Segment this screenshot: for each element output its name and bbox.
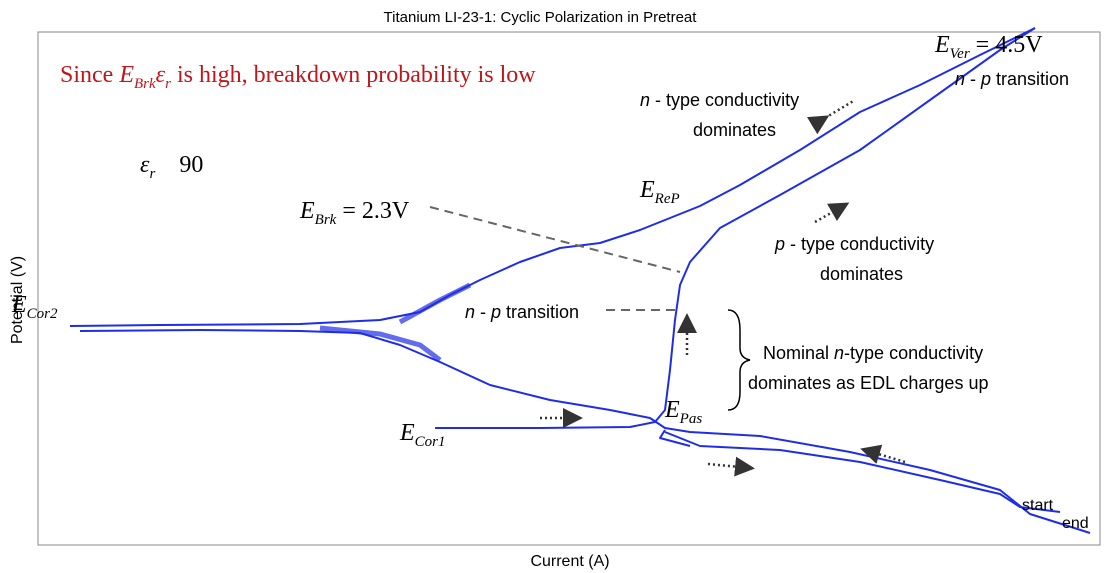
annotation: Since EBrkεr is high, breakdown probabil… <box>60 62 536 92</box>
text-part: ε <box>156 62 166 88</box>
text-part: n <box>955 69 965 89</box>
annotation: n - p transition <box>955 69 1069 89</box>
annotation: EBrk = 2.3V <box>299 198 410 228</box>
text-part: -type conductivity <box>844 343 983 363</box>
text-part: = 4.5V <box>970 32 1044 58</box>
annotation: n - type conductivity <box>640 90 799 110</box>
text-part: is high, breakdown probability is low <box>171 62 536 88</box>
text-part: Ver <box>950 46 970 62</box>
annotation: n - p transition <box>465 302 579 322</box>
text-part: 90 <box>179 152 203 178</box>
text-part: Since <box>60 62 119 88</box>
direction-arrows <box>540 98 906 477</box>
annotation: end <box>1062 515 1089 532</box>
x-axis-label: Current (A) <box>530 553 609 570</box>
annotation: EReP <box>639 177 680 207</box>
text-part: - <box>965 69 981 89</box>
text-part: transition <box>991 69 1069 89</box>
annotation: dominates <box>820 264 903 284</box>
text-part: Cor1 <box>415 434 446 450</box>
annotation: EVer = 4.5V <box>934 32 1043 62</box>
text-part: E <box>118 62 134 88</box>
plot-frame <box>37 31 1101 546</box>
dashed-leader <box>429 206 681 273</box>
text-part: r <box>149 166 155 182</box>
text-part: n <box>834 343 844 363</box>
text-part: r <box>165 76 171 92</box>
y-axis-label: Potential (V) <box>9 256 26 344</box>
text-part: Cor2 <box>27 306 58 322</box>
annotation: Nominal n-type conductivity <box>763 343 983 363</box>
annotation: dominates <box>693 120 776 140</box>
text-part: Nominal <box>763 343 834 363</box>
text-part: p <box>980 69 991 89</box>
annotation: EPas <box>664 397 702 427</box>
text-part: E <box>664 397 680 423</box>
text-part: E <box>934 32 950 58</box>
text-part: p <box>774 234 785 254</box>
text-part: E <box>639 177 655 203</box>
text-part: E <box>399 420 415 446</box>
brace <box>727 309 751 411</box>
text-part: ReP <box>654 191 680 207</box>
annotation: p - type conductivity <box>774 234 934 254</box>
annotation: εr 90 <box>140 152 203 182</box>
text-part: - type conductivity <box>785 234 934 254</box>
text-part: - type conductivity <box>650 90 799 110</box>
annotation: dominates as EDL charges up <box>748 373 988 393</box>
text-part: n <box>640 90 650 110</box>
text-part: n <box>465 302 475 322</box>
text-part: E <box>11 292 27 318</box>
text-part: Pas <box>679 411 703 427</box>
text-part: - <box>475 302 491 322</box>
text-part: = 2.3V <box>336 198 410 224</box>
annotation: start <box>1022 497 1054 514</box>
chart-title: Titanium LI-23-1: Cyclic Polarization in… <box>384 9 698 26</box>
text-part: ε <box>140 152 150 178</box>
annotation: ECor2 <box>11 292 58 322</box>
text-part: p <box>490 302 501 322</box>
text-part: E <box>299 198 315 224</box>
text-part: transition <box>501 302 579 322</box>
text-part: Brk <box>315 212 337 228</box>
annotation: ECor1 <box>399 420 446 450</box>
text-part: Brk <box>134 76 156 92</box>
polarization-curve <box>69 27 1091 534</box>
